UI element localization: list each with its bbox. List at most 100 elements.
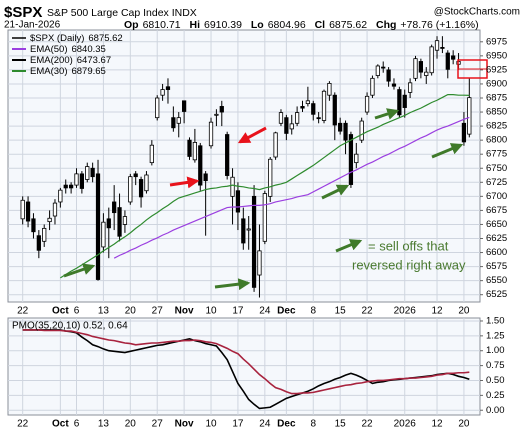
stats: Op 6810.71 Hi 6910.39 Lo 6804.96 Cl 6875.62 … bbox=[124, 19, 479, 31]
candle-body bbox=[343, 122, 348, 141]
x-tick-label: Nov bbox=[175, 306, 194, 317]
y-tick-label: 6775 bbox=[486, 149, 507, 160]
x-tick-label: 6 bbox=[74, 419, 80, 430]
stat-label: Cl bbox=[315, 19, 326, 31]
ema-line bbox=[60, 94, 470, 279]
candle-body bbox=[68, 184, 74, 189]
x-tick-label: Dec bbox=[277, 419, 296, 430]
stat-label: Chg bbox=[376, 19, 396, 31]
x-tick-label: Oct bbox=[52, 419, 69, 430]
candle-body bbox=[246, 228, 251, 231]
candle-body bbox=[58, 189, 63, 203]
y-tick-label: 6700 bbox=[486, 191, 507, 202]
x-tick-label: 12 bbox=[431, 306, 443, 317]
y-tick-label: 6725 bbox=[486, 177, 507, 188]
candle-body bbox=[192, 141, 198, 161]
candle-body bbox=[117, 207, 122, 237]
candle-body bbox=[397, 89, 402, 116]
stat-value: 6810.71 bbox=[143, 19, 181, 31]
candle-body bbox=[262, 193, 267, 242]
source: @StockCharts.com bbox=[434, 7, 520, 18]
stat-label: Op bbox=[124, 19, 139, 31]
candle-body bbox=[440, 47, 445, 49]
y-tick-label: 1.00 bbox=[486, 345, 505, 356]
x-tick-label: 10 bbox=[205, 306, 217, 317]
candle-body bbox=[257, 250, 262, 276]
annotation: = sell offs that bbox=[368, 238, 449, 253]
x-tick-label: 24 bbox=[259, 419, 271, 430]
x-tick-label: 17 bbox=[232, 419, 244, 430]
candle-body bbox=[214, 113, 219, 116]
candle-body bbox=[451, 55, 456, 60]
x-tick-label: 20 bbox=[458, 419, 470, 430]
candle-body bbox=[165, 86, 171, 90]
candle-body bbox=[181, 100, 187, 112]
candle-body bbox=[434, 40, 440, 51]
arrow bbox=[321, 184, 350, 200]
candle-body bbox=[364, 95, 370, 113]
arrow bbox=[374, 108, 400, 120]
x-tick-label: Oct bbox=[52, 306, 69, 317]
candle-body bbox=[467, 97, 472, 135]
candle-body bbox=[47, 217, 52, 223]
ema-line bbox=[113, 116, 470, 259]
candle-body bbox=[176, 117, 181, 124]
candle-body bbox=[284, 117, 289, 134]
legend-value: 6879.65 bbox=[71, 66, 105, 77]
candle-body bbox=[144, 174, 149, 192]
candle-body bbox=[106, 218, 111, 229]
x-tick-label: 20 bbox=[125, 306, 137, 317]
candle-body bbox=[203, 173, 208, 182]
candle-body bbox=[381, 66, 386, 69]
legend-name: EMA(200) bbox=[30, 55, 73, 66]
y-tick-label: 6900 bbox=[486, 78, 507, 89]
candle-body bbox=[407, 82, 413, 93]
candle-body bbox=[251, 195, 257, 288]
green-arrows bbox=[63, 108, 464, 291]
candle-body bbox=[160, 89, 165, 96]
y-tick-label: 6875 bbox=[486, 93, 507, 104]
candle-body bbox=[348, 134, 354, 185]
candle-body bbox=[122, 216, 128, 225]
arrow bbox=[169, 176, 200, 189]
y-tick-label: 6750 bbox=[486, 163, 507, 174]
x-tick-label: 8 bbox=[310, 306, 316, 317]
x-tick-label: Nov bbox=[175, 419, 194, 430]
y-tick-label: 6625 bbox=[486, 233, 507, 244]
x-tick-label: 22 bbox=[362, 419, 374, 430]
legend-entry: EMA(50) 6840.35 bbox=[30, 44, 106, 55]
x-tick-label: 6 bbox=[74, 306, 80, 317]
symbol: $SPX bbox=[4, 4, 42, 21]
candle-body bbox=[289, 123, 294, 130]
candle-body bbox=[52, 202, 58, 217]
x-tick-label: 8 bbox=[310, 419, 316, 430]
candle-body bbox=[316, 117, 321, 120]
arrow bbox=[63, 263, 96, 278]
candle-body bbox=[429, 46, 434, 74]
candle-body bbox=[155, 97, 160, 119]
candle-body bbox=[375, 65, 380, 76]
y-tick-label: 0.75 bbox=[486, 360, 505, 371]
candle-body bbox=[294, 112, 300, 124]
legend-entry: EMA(200) 6473.67 bbox=[30, 55, 111, 66]
candle-body bbox=[90, 167, 95, 178]
candle-body bbox=[418, 61, 424, 73]
candle-body bbox=[42, 227, 47, 242]
candle-body bbox=[235, 190, 241, 213]
y-tick-label: 6600 bbox=[486, 247, 507, 258]
x-tick-label: 13 bbox=[98, 419, 110, 430]
y-tick-label: 6550 bbox=[486, 275, 507, 286]
x-tick-label: 20 bbox=[458, 306, 470, 317]
candle-body bbox=[445, 52, 450, 70]
candle-body bbox=[25, 201, 31, 222]
y-tick-label: 6650 bbox=[486, 219, 507, 230]
annotation: reversed right away bbox=[352, 257, 466, 272]
candle-body bbox=[128, 176, 133, 203]
x-tick-label: 27 bbox=[152, 419, 164, 430]
y-tick-label: 0.50 bbox=[486, 375, 505, 386]
candle-body bbox=[138, 179, 144, 198]
candle-body bbox=[171, 117, 176, 129]
candle-body bbox=[198, 145, 203, 186]
candle-body bbox=[149, 144, 154, 164]
candle-body bbox=[402, 94, 407, 108]
